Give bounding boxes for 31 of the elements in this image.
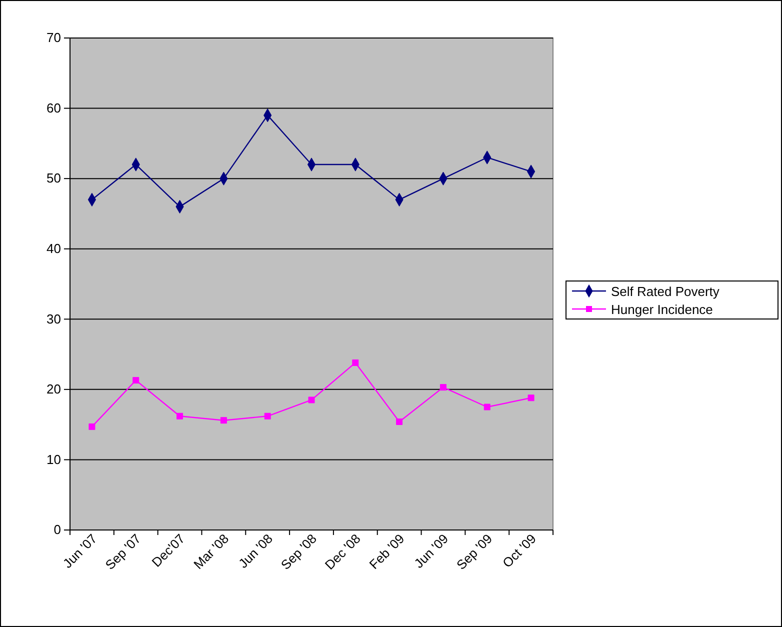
x-tick-label: Jun '09 [411, 530, 452, 571]
x-tick-label: Sep '08 [278, 530, 320, 572]
y-tick-label: 40 [46, 241, 61, 256]
point [308, 396, 315, 404]
y-tick-label: 20 [46, 382, 61, 397]
y-tick-label: 60 [46, 100, 61, 116]
point [88, 423, 96, 430]
x-tick-label: Sep '07 [102, 530, 144, 572]
point [484, 404, 490, 410]
x-tick-label: Sep '09 [454, 530, 496, 572]
point [396, 418, 403, 426]
x-tick-label: Dec '08 [322, 530, 364, 572]
y-tick-label: 0 [54, 522, 61, 538]
x-tick-label: Oct '09 [500, 530, 539, 570]
y-tick-label: 70 [46, 30, 61, 46]
point [264, 412, 271, 420]
x-tick-label: Mar '08 [190, 530, 232, 572]
point [132, 377, 140, 384]
legend-label: Hunger Incidence [611, 302, 713, 317]
legend-label: Self Rated Poverty [611, 284, 720, 299]
point [440, 384, 446, 391]
point [176, 412, 184, 420]
x-tick-label: Jun '08 [236, 530, 276, 571]
x-tick-label: Jun '07 [60, 530, 100, 571]
y-tick-label: 30 [46, 311, 61, 326]
point [528, 394, 534, 402]
y-tick-label: 50 [46, 170, 61, 186]
point [352, 359, 359, 366]
x-tick-label: Feb '09 [366, 530, 408, 572]
y-tick-label: 10 [46, 452, 61, 467]
point [220, 417, 227, 424]
